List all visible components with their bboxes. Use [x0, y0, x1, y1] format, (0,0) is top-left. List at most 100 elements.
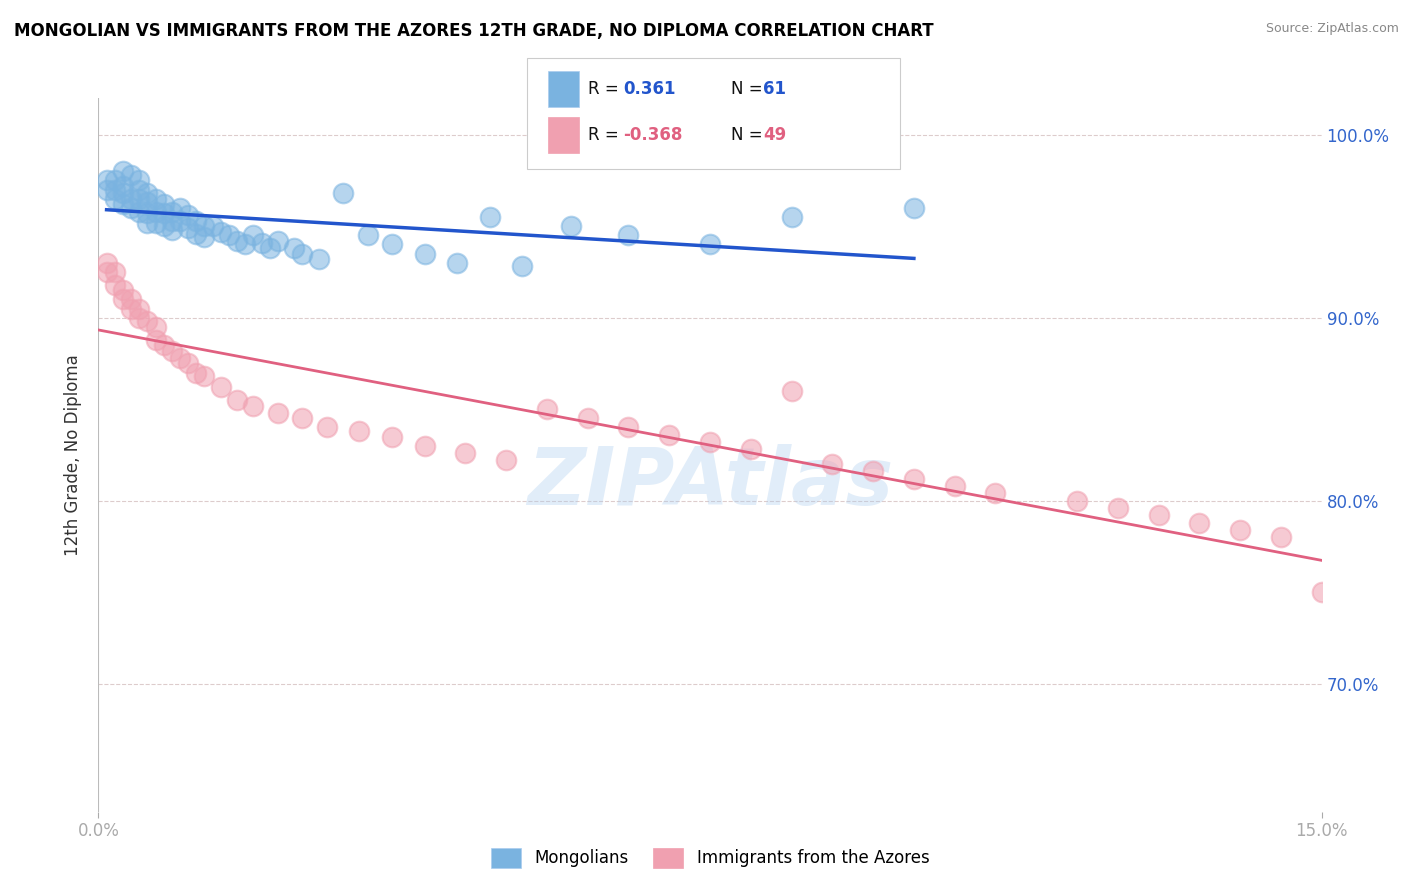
- Point: [218, 228, 240, 243]
- Point: [560, 219, 582, 234]
- Point: [186, 366, 208, 380]
- Point: [152, 338, 174, 352]
- Point: [160, 343, 183, 358]
- Point: [128, 173, 150, 187]
- Text: -0.368: -0.368: [623, 126, 682, 144]
- Point: [104, 265, 127, 279]
- Point: [259, 241, 281, 255]
- Point: [120, 293, 142, 307]
- Point: [128, 192, 150, 206]
- Point: [152, 219, 174, 234]
- Y-axis label: 12th Grade, No Diploma: 12th Grade, No Diploma: [65, 354, 83, 556]
- Point: [699, 237, 721, 252]
- Point: [111, 283, 134, 297]
- Point: [128, 301, 150, 316]
- Point: [242, 399, 264, 413]
- Point: [152, 206, 174, 220]
- Point: [984, 486, 1007, 500]
- Point: [201, 219, 224, 234]
- Point: [495, 453, 517, 467]
- Point: [617, 420, 640, 434]
- Point: [315, 420, 337, 434]
- Point: [145, 192, 167, 206]
- Point: [160, 213, 183, 227]
- Point: [381, 237, 404, 252]
- Point: [381, 429, 404, 443]
- Point: [446, 256, 468, 270]
- Point: [145, 319, 167, 334]
- Point: [576, 411, 599, 425]
- Text: 49: 49: [763, 126, 787, 144]
- Text: N =: N =: [731, 126, 768, 144]
- Point: [128, 310, 150, 325]
- Point: [1270, 530, 1292, 544]
- Point: [1066, 493, 1088, 508]
- Text: MONGOLIAN VS IMMIGRANTS FROM THE AZORES 12TH GRADE, NO DIPLOMA CORRELATION CHART: MONGOLIAN VS IMMIGRANTS FROM THE AZORES …: [14, 22, 934, 40]
- Legend: Mongolians, Immigrants from the Azores: Mongolians, Immigrants from the Azores: [484, 841, 936, 875]
- Point: [617, 228, 640, 243]
- Point: [1310, 585, 1333, 599]
- Point: [699, 435, 721, 450]
- Point: [96, 183, 118, 197]
- Point: [658, 427, 681, 442]
- Text: R =: R =: [588, 79, 624, 98]
- Point: [104, 183, 127, 197]
- Point: [512, 260, 534, 274]
- Point: [169, 213, 191, 227]
- Point: [780, 210, 803, 224]
- Point: [120, 192, 142, 206]
- Point: [226, 392, 249, 407]
- Point: [186, 213, 208, 227]
- Point: [1107, 500, 1129, 515]
- Point: [120, 301, 142, 316]
- Point: [96, 265, 118, 279]
- Point: [128, 183, 150, 197]
- Point: [111, 164, 134, 178]
- Point: [169, 201, 191, 215]
- Point: [104, 277, 127, 292]
- Point: [111, 293, 134, 307]
- Point: [478, 210, 501, 224]
- Point: [160, 204, 183, 219]
- Point: [1147, 508, 1170, 523]
- Point: [145, 333, 167, 347]
- Point: [413, 246, 436, 260]
- Point: [1188, 516, 1211, 530]
- Point: [413, 439, 436, 453]
- Point: [308, 252, 330, 267]
- Point: [111, 197, 134, 211]
- Text: R =: R =: [588, 126, 624, 144]
- Point: [96, 173, 118, 187]
- Point: [177, 208, 200, 222]
- Point: [104, 173, 127, 187]
- Text: Source: ZipAtlas.com: Source: ZipAtlas.com: [1265, 22, 1399, 36]
- Point: [267, 406, 290, 420]
- Point: [903, 201, 925, 215]
- Point: [250, 235, 273, 250]
- Point: [283, 241, 305, 255]
- Point: [740, 442, 762, 457]
- Point: [242, 228, 264, 243]
- Point: [160, 223, 183, 237]
- Point: [104, 192, 127, 206]
- Point: [136, 195, 159, 210]
- Point: [903, 472, 925, 486]
- Point: [111, 186, 134, 201]
- Point: [193, 230, 215, 244]
- Point: [177, 221, 200, 235]
- Point: [111, 178, 134, 193]
- Point: [136, 206, 159, 220]
- Point: [136, 314, 159, 328]
- Point: [169, 351, 191, 365]
- Point: [120, 201, 142, 215]
- Point: [136, 215, 159, 229]
- Point: [780, 384, 803, 398]
- Point: [145, 204, 167, 219]
- Text: ZIPAtlas: ZIPAtlas: [527, 444, 893, 523]
- Point: [821, 457, 844, 471]
- Point: [209, 380, 232, 394]
- Point: [120, 168, 142, 182]
- Text: 0.361: 0.361: [623, 79, 675, 98]
- Point: [291, 246, 314, 260]
- Point: [209, 225, 232, 239]
